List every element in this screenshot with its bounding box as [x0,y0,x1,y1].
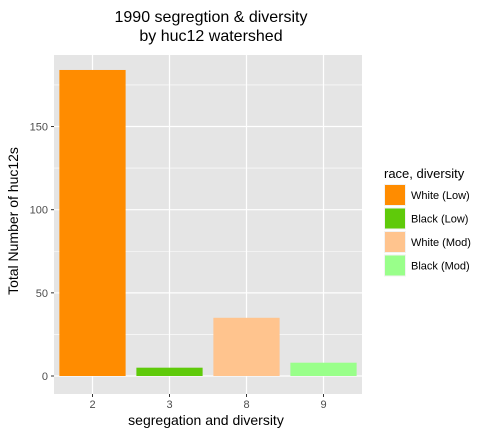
y-tick-label: 50 [36,288,48,300]
bar-3 [136,367,203,376]
y-tick-label: 100 [30,205,48,217]
bar-8 [213,317,280,376]
chart-title-line-2: by huc12 watershed [139,28,282,45]
x-axis-title: segregation and diversity [128,412,284,428]
legend-swatch [385,185,405,205]
y-axis-ticks: 0 50 100 150 [30,122,54,383]
x-tick-label: 3 [166,399,172,411]
x-tick-label: 8 [243,399,249,411]
bar-9 [290,362,357,376]
legend-label: Black (Mod) [411,261,470,273]
chart-title-line-1: 1990 segregtion & diversity [115,9,308,26]
y-tick-label: 150 [30,122,48,134]
y-tick-label: 0 [42,371,48,383]
bars [59,69,357,377]
y-axis-title: Total Number of huc12s [5,147,21,295]
legend: race, diversity White (Low) Black (Low) Wh… [384,166,471,277]
legend-swatch [385,232,405,252]
x-tick-label: 2 [89,399,95,411]
legend-title: race, diversity [384,166,465,181]
legend-label: Black (Low) [411,214,468,226]
legend-swatch [385,255,405,276]
x-axis-ticks: 2 3 8 9 [89,394,327,411]
x-tick-label: 9 [320,399,326,411]
legend-swatch [385,208,405,229]
legend-label: White (Mod) [411,237,471,249]
legend-label: White (Low) [411,190,470,202]
bar-2 [59,69,126,377]
